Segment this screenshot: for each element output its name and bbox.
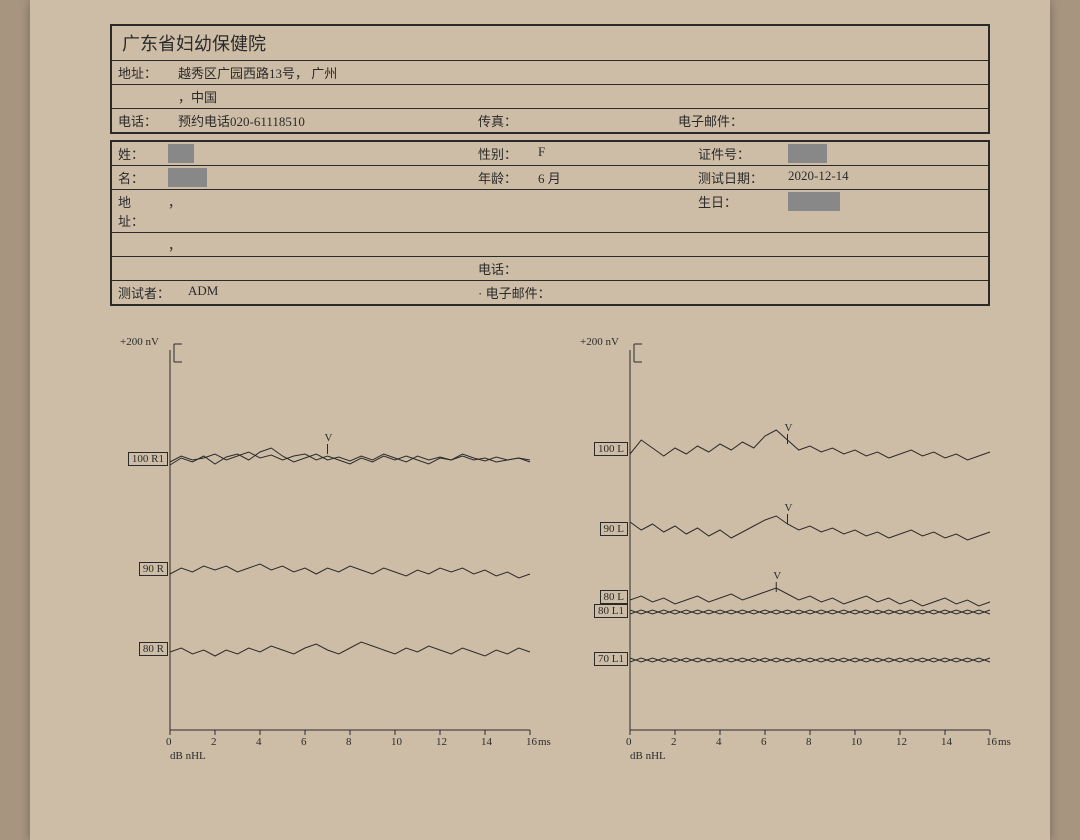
surname-label: 姓：	[112, 142, 162, 165]
charts-row: +200 nV0246810121416msdB nHL100 R1V90 R8…	[110, 330, 1010, 800]
testdate-label: 测试日期：	[692, 166, 782, 189]
patient-tel-label: 电话：	[472, 257, 523, 280]
hospital-name: 广东省妇幼保健院	[112, 26, 276, 60]
tel-value: 预约电话020-61118510	[172, 109, 472, 132]
email-label: 电子邮件：	[672, 109, 749, 132]
patient-email-label: · 电子邮件：	[472, 281, 557, 304]
sex-label: 性别：	[472, 142, 532, 165]
age-value: 6 月	[532, 166, 692, 189]
birth-label: 生日：	[692, 190, 782, 232]
id-redacted	[788, 144, 827, 163]
patient-info-box: 姓： 性别： F 证件号： 名： 年龄： 6 月 测试日期： 2020-12-1…	[110, 140, 990, 306]
tester-label: 测试者：	[112, 281, 182, 304]
patient-addr-label: 地址：	[112, 190, 162, 232]
hospital-header-box: 广东省妇幼保健院 地址： 越秀区广园西路13号， 广州 ，中国 电话： 预约电话…	[110, 24, 990, 134]
report-paper: 广东省妇幼保健院 地址： 越秀区广园西路13号， 广州 ，中国 电话： 预约电话…	[30, 0, 1050, 840]
fax-label: 传真：	[472, 109, 672, 132]
surname-redacted	[168, 144, 194, 163]
abr-chart-left-ear: +200 nV0246810121416msdB nHL100 LV90 LV8…	[570, 330, 1000, 790]
testdate-value: 2020-12-14	[782, 166, 855, 189]
addr-line1: 越秀区广园西路13号， 广州	[172, 61, 343, 84]
birth-redacted	[788, 192, 840, 211]
id-label: 证件号：	[692, 142, 782, 165]
addr-line2: ，中国	[172, 85, 223, 108]
name-redacted	[168, 168, 207, 187]
age-label: 年龄：	[472, 166, 532, 189]
name-label: 名：	[112, 166, 162, 189]
tester-value: ADM	[182, 281, 472, 304]
tel-label: 电话：	[112, 109, 172, 132]
addr-label: 地址：	[112, 61, 172, 84]
sex-value: F	[532, 142, 692, 165]
abr-chart-right-ear: +200 nV0246810121416msdB nHL100 R1V90 R8…	[110, 330, 540, 790]
